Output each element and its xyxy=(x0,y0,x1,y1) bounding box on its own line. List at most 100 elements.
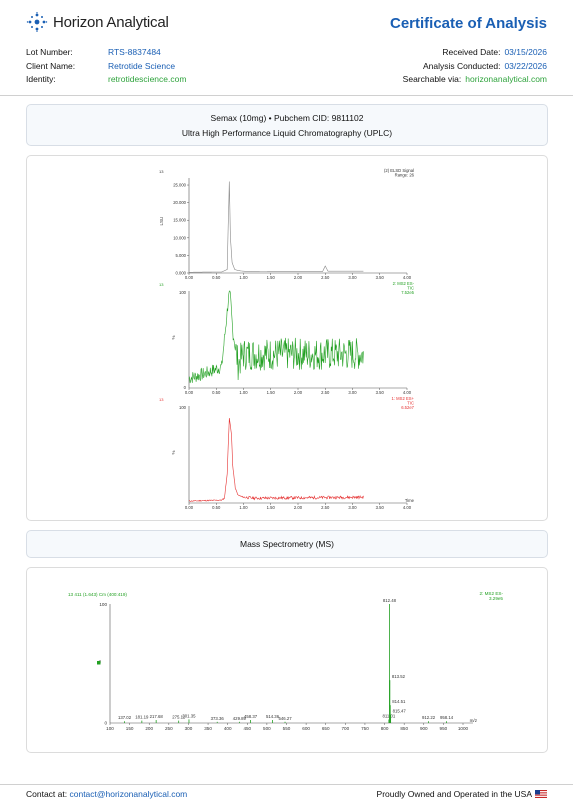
searchable-label: Searchable via: xyxy=(402,74,462,84)
x-tick-label: 900 xyxy=(420,726,428,731)
ms-section-title: Mass Spectrometry (MS) xyxy=(26,530,548,558)
y-tick-label: 10.000 xyxy=(173,235,186,240)
y-tick-label: 0.000 xyxy=(176,271,187,276)
peak-label: 812.48 xyxy=(383,598,397,603)
y-axis-label: LSU xyxy=(159,217,164,226)
y-top-label: 100 xyxy=(179,405,187,410)
x-tick-label: 1.50 xyxy=(267,390,276,395)
peak-label: 301.35 xyxy=(182,713,196,718)
x-tick-label: 1.00 xyxy=(239,390,248,395)
y-tick-label: 15.000 xyxy=(173,218,186,223)
peak-label: 458.37 xyxy=(244,714,258,719)
x-tick-label: 950 xyxy=(440,726,448,731)
x-tick-label: 3.00 xyxy=(348,505,357,510)
conducted-label: Analysis Conducted: xyxy=(422,60,501,71)
peak-label: 181.19 xyxy=(135,715,149,720)
chart-id-label: 13 xyxy=(159,169,164,174)
y-tick-label: 5.000 xyxy=(176,253,187,258)
lot-label: Lot Number: xyxy=(26,47,73,57)
method-name: Ultra High Performance Liquid Chromatogr… xyxy=(181,128,393,138)
x-tick-label: 2.00 xyxy=(294,390,303,395)
ms-panel: 13 411 (1.643) Cm (400:419) 2: MS2 ES- 3.2… xyxy=(26,567,548,753)
footer: Contact at: contact@horizonanalytical.co… xyxy=(0,784,573,811)
client-label: Client Name: xyxy=(26,60,76,71)
x-tick-label: 0.50 xyxy=(212,275,221,280)
y-bottom-label: 0 xyxy=(104,721,107,726)
x-tick-label: 3.00 xyxy=(348,390,357,395)
x-axis-label: Time xyxy=(405,498,415,503)
x-tick-label: 2.00 xyxy=(294,505,303,510)
trace-label: 3.29e5 xyxy=(489,596,503,601)
client-value: Retrotide Science xyxy=(108,60,176,71)
x-tick-label: 2.50 xyxy=(321,390,330,395)
peak-label: 137.02 xyxy=(118,715,132,720)
y-tick-label: 25.000 xyxy=(173,183,186,188)
made-in: Proudly Owned and Operated in the USA xyxy=(377,789,547,799)
sample-name: Semax (10mg) • Pubchem CID: 9811102 xyxy=(210,113,364,123)
trace-label: 6.52e7 xyxy=(401,405,414,410)
identity-label: Identity: xyxy=(26,74,56,84)
x-tick-label: 3.50 xyxy=(376,505,385,510)
received-value: 03/15/2026 xyxy=(504,47,547,57)
x-tick-label: 1000 xyxy=(458,726,469,731)
peak-label: 813.52 xyxy=(392,674,406,679)
x-tick-label: 700 xyxy=(341,726,349,731)
made-in-text: Proudly Owned and Operated in the USA xyxy=(376,789,532,799)
peak-label: 815.47 xyxy=(393,709,407,714)
x-tick-label: 200 xyxy=(145,726,153,731)
spectrum-header: 13 411 (1.643) Cm (400:419) xyxy=(68,592,127,597)
peak-label: 958.14 xyxy=(440,715,454,720)
chart-id-label: 13 xyxy=(159,282,164,287)
x-tick-label: 250 xyxy=(165,726,173,731)
brand-logo: Horizon Analytical xyxy=(26,12,169,32)
peak-label: 546.27 xyxy=(278,716,292,721)
trace-line xyxy=(188,290,364,384)
header: Horizon Analytical Certificate of Analys… xyxy=(0,0,573,96)
peak-label: 373.36 xyxy=(211,716,225,721)
trace-line xyxy=(189,181,364,273)
x-tick-label: 1.00 xyxy=(239,275,248,280)
y-axis-label: % xyxy=(171,335,176,339)
x-tick-label: 450 xyxy=(243,726,251,731)
uplc-panel: 13 0.00 0.50 1.00 1.50 2.00 2.50 3.00 3.50 4.00 25… xyxy=(26,155,548,521)
x-tick-label: 400 xyxy=(224,726,232,731)
sample-title-box: Semax (10mg) • Pubchem CID: 9811102 Ultr… xyxy=(26,104,548,146)
x-tick-label: 3.50 xyxy=(376,275,385,280)
trace-label: Range: 26 xyxy=(395,173,415,178)
trace-label: TIC xyxy=(407,401,414,406)
identity-value[interactable]: retrotidescience.com xyxy=(108,74,187,84)
x-tick-label: 2.50 xyxy=(321,275,330,280)
x-tick-label: 350 xyxy=(204,726,212,731)
x-tick-label: 0.50 xyxy=(212,505,221,510)
x-tick-label: 150 xyxy=(126,726,134,731)
trace-label: TIC xyxy=(407,286,414,291)
lot-info: Lot Number: RTS-8837484 Client Name: Retro… xyxy=(26,46,186,87)
trace-label: (2) ELSD Signal xyxy=(384,168,414,173)
x-tick-label: 300 xyxy=(185,726,193,731)
y-top-label: 100 xyxy=(179,290,187,295)
x-tick-label: 750 xyxy=(361,726,369,731)
peak-label: 514.36 xyxy=(266,714,280,719)
brand-name: Horizon Analytical xyxy=(53,13,169,31)
x-tick-label: 600 xyxy=(302,726,310,731)
date-info: Received Date: 03/15/2026 Analysis Conduc… xyxy=(403,46,547,87)
document-title: Certificate of Analysis xyxy=(390,15,547,32)
received-label: Received Date: xyxy=(442,47,501,57)
x-tick-label: 0.00 xyxy=(185,390,194,395)
lot-value: RTS-8837484 xyxy=(108,47,161,57)
trace-label: 2: MS2 ES- xyxy=(393,281,415,286)
x-axis-label: m/z xyxy=(470,718,478,723)
contact: Contact at: contact@horizonanalytical.co… xyxy=(26,789,187,799)
peak-label: 912.22 xyxy=(422,715,436,720)
contact-email[interactable]: contact@horizonanalytical.com xyxy=(69,789,188,799)
peak-label: 275.11 xyxy=(172,715,185,720)
x-tick-label: 550 xyxy=(283,726,291,731)
x-tick-label: 2.00 xyxy=(294,275,303,280)
searchable-value[interactable]: horizonanalytical.com xyxy=(465,74,547,84)
x-tick-label: 4.00 xyxy=(403,275,412,280)
peak-label: 429.89 xyxy=(233,716,247,721)
conducted-value: 03/22/2026 xyxy=(504,60,547,71)
contact-prefix: Contact at: xyxy=(26,789,68,799)
x-tick-label: 850 xyxy=(400,726,408,731)
y-axis-label: % xyxy=(171,450,176,454)
